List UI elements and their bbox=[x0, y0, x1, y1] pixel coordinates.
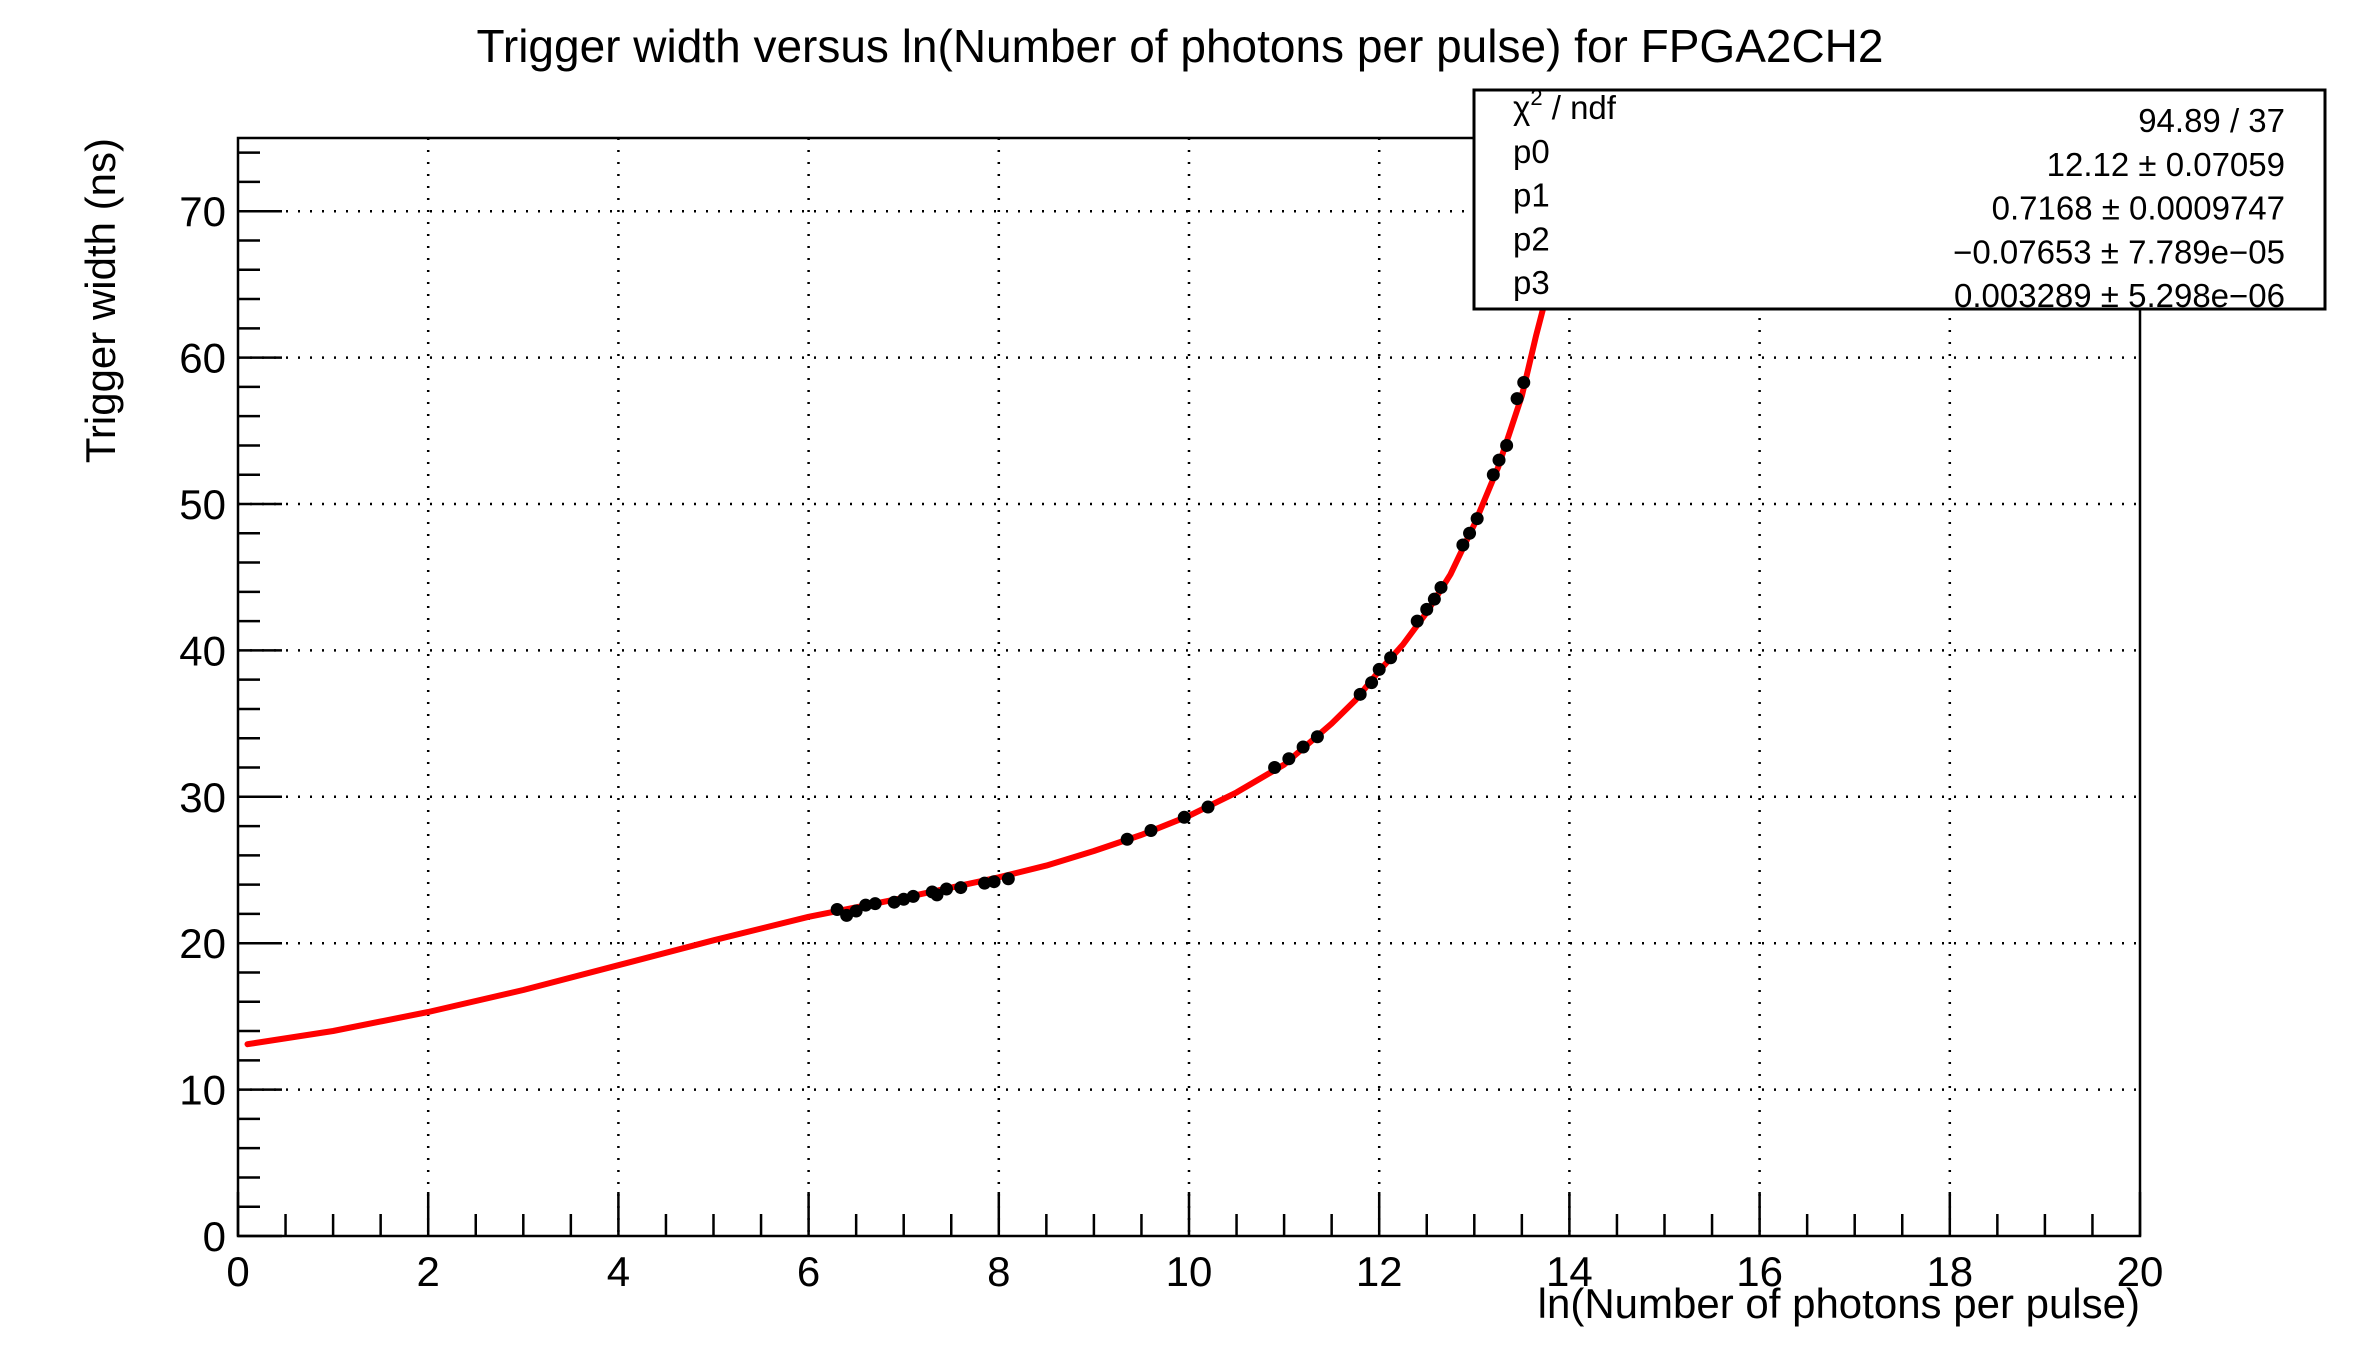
data-point bbox=[1310, 730, 1324, 744]
axes: 0 2 4 6 8 10 12 14 16 18 20 0 10 20 30 40 50 60 70 bbox=[179, 136, 2164, 1295]
stats-box-frame bbox=[1472, 88, 2327, 311]
data-point bbox=[1410, 614, 1424, 628]
fit-stats-box: χ2 / ndf 94.89 / 37 p0 12.12 ± 0.07059 p1 0.7… bbox=[1472, 85, 2327, 314]
x-tick-label: 12 bbox=[1356, 1248, 1403, 1295]
stats-value: −0.07653 ± 7.789e−05 bbox=[1953, 233, 2285, 270]
data-point bbox=[987, 875, 1001, 889]
data-point bbox=[1420, 602, 1434, 616]
data-point bbox=[1492, 453, 1506, 467]
data-point bbox=[1353, 687, 1367, 701]
data-point bbox=[1500, 438, 1514, 452]
y-tick-label: 50 bbox=[179, 481, 226, 528]
data-point bbox=[1470, 512, 1484, 526]
stats-label: p3 bbox=[1513, 264, 1550, 301]
x-tick-label: 2 bbox=[417, 1248, 440, 1295]
data-point bbox=[954, 881, 968, 895]
y-tick-label: 70 bbox=[179, 188, 226, 235]
data-point bbox=[1201, 800, 1215, 814]
y-tick-label: 40 bbox=[179, 627, 226, 674]
data-point bbox=[859, 898, 873, 912]
stats-value: 94.89 / 37 bbox=[2138, 102, 2285, 139]
data-point bbox=[1001, 872, 1015, 886]
data-point bbox=[1510, 392, 1524, 406]
x-tick-label: 20 bbox=[2117, 1248, 2164, 1295]
data-point bbox=[849, 904, 863, 918]
data-point bbox=[1282, 752, 1296, 766]
x-tick-label: 4 bbox=[607, 1248, 630, 1295]
data-point bbox=[868, 897, 882, 911]
stats-value: 0.003289 ± 5.298e−06 bbox=[1954, 277, 2285, 314]
data-point bbox=[1177, 810, 1191, 824]
y-tick-label: 30 bbox=[179, 774, 226, 821]
data-point bbox=[1372, 662, 1386, 676]
data-point bbox=[1144, 823, 1158, 837]
x-tick-label: 10 bbox=[1166, 1248, 1213, 1295]
y-axis-label: Trigger width (ns) bbox=[77, 138, 124, 463]
data-point bbox=[1268, 761, 1282, 775]
x-tick-label: 16 bbox=[1736, 1248, 1783, 1295]
data-point bbox=[1456, 538, 1470, 552]
stats-label: p2 bbox=[1513, 220, 1550, 257]
stats-value: 12.12 ± 0.07059 bbox=[2047, 146, 2285, 183]
data-point bbox=[830, 903, 844, 917]
data-point bbox=[1463, 526, 1477, 540]
data-point bbox=[978, 876, 992, 890]
data-point bbox=[930, 888, 944, 902]
data-point bbox=[906, 889, 920, 903]
stats-label: p1 bbox=[1513, 177, 1550, 214]
data-point bbox=[1486, 468, 1500, 482]
y-tick-label: 10 bbox=[179, 1067, 226, 1114]
data-point bbox=[1434, 580, 1448, 594]
data-point bbox=[1120, 832, 1134, 846]
chart-title: Trigger width versus ln(Number of photon… bbox=[477, 20, 1884, 72]
stats-label: χ2 / ndf bbox=[1513, 85, 1617, 126]
x-tick-label: 8 bbox=[987, 1248, 1010, 1295]
y-tick-label: 60 bbox=[179, 335, 226, 382]
x-tick-label: 0 bbox=[226, 1248, 249, 1295]
data-points bbox=[830, 375, 1531, 922]
stats-value: 0.7168 ± 0.0009747 bbox=[1992, 190, 2285, 227]
data-point bbox=[1517, 375, 1531, 389]
x-tick-label: 14 bbox=[1546, 1248, 1593, 1295]
x-axis-label: ln(Number of photons per pulse) bbox=[1538, 1280, 2140, 1327]
x-tick-label: 18 bbox=[1926, 1248, 1973, 1295]
data-point bbox=[1384, 651, 1398, 665]
stats-label: p0 bbox=[1513, 133, 1550, 170]
y-tick-label: 0 bbox=[203, 1213, 226, 1260]
data-point bbox=[1296, 740, 1310, 754]
data-point bbox=[939, 882, 953, 896]
data-point bbox=[1427, 592, 1441, 606]
x-tick-label: 6 bbox=[797, 1248, 820, 1295]
y-tick-label: 20 bbox=[179, 920, 226, 967]
data-point bbox=[1365, 676, 1379, 690]
